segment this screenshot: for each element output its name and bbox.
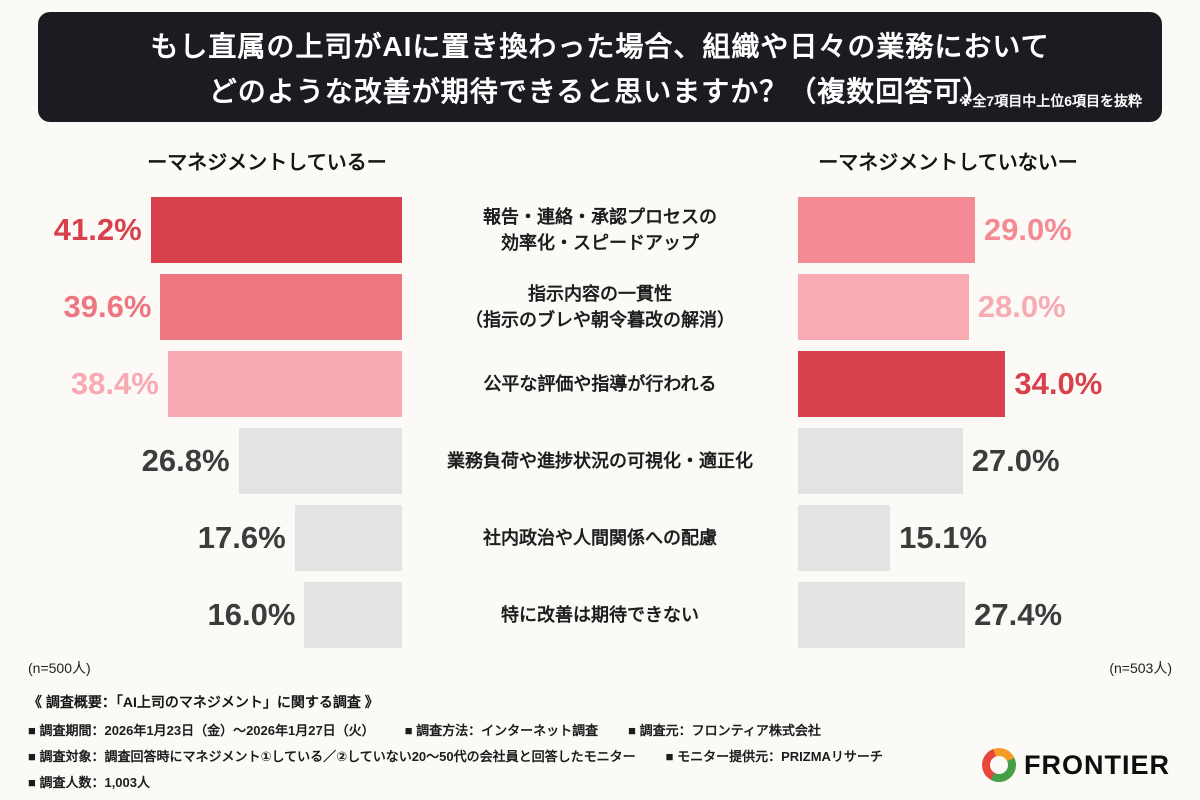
left-bar bbox=[238, 428, 402, 494]
left-bar bbox=[167, 351, 402, 417]
category-label: 社内政治や人間関係への配慮 bbox=[483, 527, 717, 548]
left-bar bbox=[304, 582, 402, 648]
category-label: 公平な評価や指導が行われる bbox=[483, 373, 717, 394]
summary-line-3: ■ 調査人数：1,003人 bbox=[28, 772, 1172, 791]
summary-item-source: ■ 調査元：フロンティア株式会社 bbox=[628, 723, 821, 738]
right-bar bbox=[798, 197, 975, 263]
right-percent-label: 28.0% bbox=[977, 289, 1066, 324]
category-label: 業務負荷や進捗状況の可視化・適正化 bbox=[447, 450, 753, 471]
chart-row: 41.2% 報告・連絡・承認プロセスの 効率化・スピードアップ 29.0% bbox=[12, 197, 1188, 263]
sample-size-left: (n=500人) bbox=[28, 660, 91, 676]
right-percent-label: 27.4% bbox=[974, 597, 1063, 632]
chart-row: 17.6% 社内政治や人間関係への配慮 15.1% bbox=[12, 505, 1188, 571]
survey-title-box: もし直属の上司がAIに置き換わった場合、組織や日々の業務において どのような改善… bbox=[38, 12, 1162, 122]
left-percent-label: 16.0% bbox=[207, 597, 296, 632]
chart-row: 39.6% 指示内容の一貫性 （指示のブレや朝令暮改の解消） 28.0% bbox=[12, 274, 1188, 340]
right-percent-label: 27.0% bbox=[971, 443, 1060, 478]
chart-row: 38.4% 公平な評価や指導が行われる 34.0% bbox=[12, 351, 1188, 417]
chart-row: 16.0% 特に改善は期待できない 27.4% bbox=[12, 582, 1188, 648]
chart-row: 26.8% 業務負荷や進捗状況の可視化・適正化 27.0% bbox=[12, 428, 1188, 494]
left-percent-label: 41.2% bbox=[53, 212, 142, 247]
summary-item-count: ■ 調査人数：1,003人 bbox=[28, 775, 150, 790]
left-bar bbox=[294, 505, 402, 571]
right-bar bbox=[798, 428, 963, 494]
category-label: 報告・連絡・承認プロセスの 効率化・スピードアップ bbox=[483, 206, 717, 253]
summary-item-monitor: ■ モニター提供元：PRIZMAリサーチ bbox=[665, 749, 883, 764]
title-line-2: どのような改善が期待できると思いますか？（複数回答可） bbox=[208, 75, 992, 107]
left-bar bbox=[150, 197, 402, 263]
left-percent-label: 26.8% bbox=[141, 443, 230, 478]
sample-size-right: (n=503人) bbox=[1109, 660, 1172, 676]
right-bar bbox=[798, 582, 966, 648]
summary-heading: 《 調査概要：「AI上司のマネジメント」に関する調査 》 bbox=[28, 694, 379, 710]
left-percent-label: 38.4% bbox=[70, 366, 159, 401]
category-label: 指示内容の一貫性 （指示のブレや朝令暮改の解消） bbox=[465, 283, 735, 330]
frontier-logo-text: FRONTIER bbox=[1024, 749, 1170, 780]
right-bar bbox=[798, 351, 1006, 417]
group-header-managing: ーマネジメントしているー bbox=[147, 152, 387, 174]
right-percent-label: 15.1% bbox=[899, 520, 988, 555]
sample-sizes: (n=500人) (n=503人) bbox=[12, 658, 1188, 678]
group-headers: ーマネジメントしているー ーマネジメントしていないー bbox=[12, 146, 1188, 175]
left-percent-label: 39.6% bbox=[63, 289, 152, 324]
summary-item-method: ■ 調査方法：インターネット調査 bbox=[404, 723, 599, 738]
left-bar bbox=[160, 274, 402, 340]
category-label: 特に改善は期待できない bbox=[501, 604, 699, 625]
group-header-not-managing: ーマネジメントしていないー bbox=[818, 152, 1078, 174]
frontier-logo: FRONTIER bbox=[982, 748, 1170, 782]
right-percent-label: 34.0% bbox=[1014, 366, 1103, 401]
survey-summary: 《 調査概要：「AI上司のマネジメント」に関する調査 》 ■ 調査期間：2026… bbox=[12, 692, 1188, 791]
summary-item-target: ■ 調査対象：調査回答時にマネジメント①している／②していない20〜50代の会社… bbox=[28, 749, 636, 764]
right-bar bbox=[798, 274, 969, 340]
butterfly-chart: 41.2% 報告・連絡・承認プロセスの 効率化・スピードアップ 29.0% 39… bbox=[12, 197, 1188, 648]
right-percent-label: 29.0% bbox=[983, 212, 1072, 247]
title-line-1: もし直属の上司がAIに置き換わった場合、組織や日々の業務において bbox=[150, 30, 1050, 62]
left-percent-label: 17.6% bbox=[197, 520, 286, 555]
title-note: ※全7項目中上位6項目を抜粋 bbox=[958, 93, 1142, 109]
summary-item-period: ■ 調査期間：2026年1月23日（金）〜2026年1月27日（火） bbox=[28, 723, 375, 738]
right-bar bbox=[798, 505, 891, 571]
summary-line-2: ■ 調査対象：調査回答時にマネジメント①している／②していない20〜50代の会社… bbox=[28, 746, 1172, 765]
frontier-logo-icon bbox=[982, 748, 1016, 782]
summary-line-1: ■ 調査期間：2026年1月23日（金）〜2026年1月27日（火） ■ 調査方… bbox=[28, 720, 1172, 739]
